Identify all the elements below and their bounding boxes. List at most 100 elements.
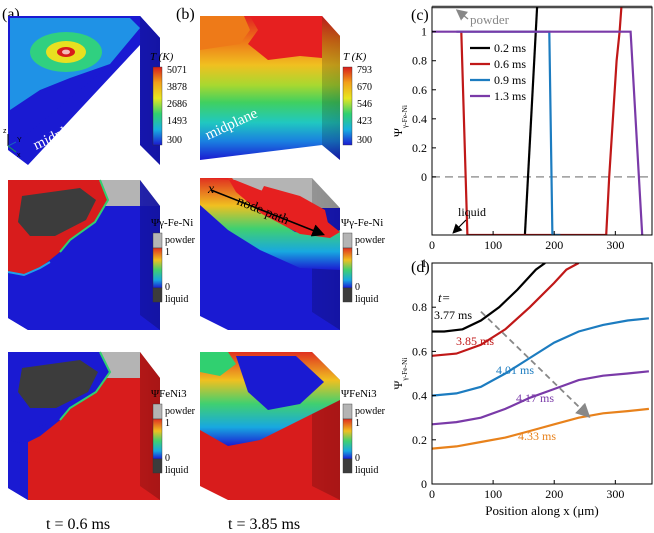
colorbar-phase-b1-zero: 0: [355, 282, 360, 293]
colorbar-phase-b2-powder: powder: [355, 406, 386, 417]
x-axis-label: Position along x (μm): [485, 503, 599, 518]
colorbar-temp-a-title: T (K): [150, 51, 174, 63]
colorbar-phase-b2: ΨFeNi3 powder 1 0 liquid: [341, 388, 386, 476]
colorbar-phase-a2-powder: powder: [165, 406, 196, 417]
series-line-0.2-ms: [523, 7, 539, 235]
block-a-phase-fe-ni: [7, 179, 160, 330]
series-line-4.01-ms: [432, 317, 650, 397]
y-tick-label: 0.8: [412, 54, 427, 68]
time-arrow: [480, 310, 591, 418]
series-line-4.17-ms: [432, 370, 650, 426]
series-label-4.33-ms: 4.33 ms: [518, 429, 556, 443]
colorbar-phase-a1: Ψγ-Fe-Ni powder 1 0 liquid: [151, 217, 196, 305]
powder-label: powder: [470, 12, 510, 27]
triad-y: Y: [17, 137, 22, 144]
colorbar-temp-a-tick-2: 2686: [167, 99, 187, 110]
series-line-3.85-ms: [432, 263, 580, 357]
y-axis-label: Ψγ-Fe-Ni: [391, 358, 409, 390]
colorbar-phase-a1-zero: 0: [165, 282, 170, 293]
colorbar-temp-b-tick-0: 793: [357, 65, 372, 76]
y-tick-label: 0: [421, 170, 427, 184]
legend-label-0.9-ms: 0.9 ms: [494, 73, 526, 87]
colorbar-phase-b1-liquid: liquid: [355, 294, 378, 305]
colorbar-temp-b-tick-2: 546: [357, 99, 372, 110]
panel-label-b: (b): [176, 6, 195, 23]
x-tick-label: 200: [545, 238, 563, 252]
y-tick-label: 1: [421, 25, 427, 39]
node-path-x-marker: x: [207, 182, 215, 197]
colorbar-phase-b1: Ψγ-Fe-Ni powder 1 0 liquid: [341, 217, 386, 305]
colorbar-phase-b2-zero: 0: [355, 453, 360, 464]
y-tick-label: 0.4: [412, 112, 427, 126]
x-tick-label: 100: [484, 487, 502, 501]
liquid-label: liquid: [458, 205, 486, 219]
chart-c: 0 100 200 300 0 0.2 0.4 0.6 0.8 1 Ψγ-Fe-Ni powder li…: [391, 5, 653, 252]
colorbar-temp-a: T (K) 5071 3878 2686 1493 300: [150, 51, 187, 146]
x-tick-label: 0: [429, 238, 435, 252]
time-caption-a: t = 0.6 ms: [46, 516, 110, 533]
colorbar-phase-b1-one: 1: [355, 247, 360, 258]
y-tick-label: 1: [421, 256, 427, 270]
time-caption-b: t = 3.85 ms: [228, 516, 300, 533]
y-axis-label: Ψγ-Fe-Ni: [391, 105, 409, 137]
legend-label-1.3-ms: 1.3 ms: [494, 89, 526, 103]
colorbar-temp-a-tick-3: 1493: [167, 116, 187, 127]
x-tick-label: 100: [484, 238, 502, 252]
block-b-phase-fe-ni: x node path: [200, 178, 340, 330]
colorbar-phase-a2: ΨFeNi3 powder 1 0 liquid: [151, 388, 196, 476]
colorbar-phase-b2-title: ΨFeNi3: [341, 388, 377, 400]
y-tick-label: 0.8: [412, 300, 427, 314]
series-label-3.77-ms: 3.77 ms: [434, 308, 472, 322]
series-label-4.17-ms: 4.17 ms: [516, 391, 554, 405]
colorbar-phase-b1-title: Ψγ-Fe-Ni: [341, 217, 383, 229]
powder-arrow: [455, 9, 469, 21]
block-b-phase-feni3: [200, 352, 340, 500]
colorbar-phase-a1-title: Ψγ-Fe-Ni: [151, 217, 193, 229]
colorbar-phase-a1-liquid: liquid: [165, 294, 188, 305]
panel-label-d: (d): [411, 259, 430, 276]
colorbar-temp-b-tick-1: 670: [357, 82, 372, 93]
colorbar-phase-a2-title: ΨFeNi3: [151, 388, 187, 400]
colorbar-temp-a-tick-4: 300: [167, 135, 182, 146]
colorbar-temp-b-tick-4: 300: [357, 135, 372, 146]
colorbar-temp-a-tick-1: 3878: [167, 82, 187, 93]
colorbar-phase-b2-one: 1: [355, 418, 360, 429]
series-label-3.85-ms: 3.85 ms: [456, 334, 494, 348]
chart-d: 0 100 200 300 0 0.2 0.4 0.6 0.8 1 Ψγ-Fe-Ni Position…: [391, 256, 653, 518]
series-line-1.3-ms: [432, 30, 644, 235]
plot-frame: [431, 6, 653, 236]
y-tick-label: 0.4: [412, 389, 427, 403]
time-annotation: t=: [438, 290, 450, 305]
series-line-0.6-ms: [460, 7, 623, 235]
y-tick-label: 0: [421, 477, 427, 491]
colorbar-temp-b-title: T (K): [343, 51, 367, 63]
block-a-temperature: midplane: [8, 16, 160, 165]
colorbar-temp-a-tick-0: 5071: [167, 65, 187, 76]
y-tick-label: 0.6: [412, 344, 427, 358]
colorbar-phase-a2-one: 1: [165, 418, 170, 429]
plot-frame: [431, 262, 653, 485]
x-tick-label: 0: [429, 487, 435, 501]
colorbar-phase-a2-liquid: liquid: [165, 465, 188, 476]
series-line-4.33-ms: [432, 407, 650, 450]
y-tick-label: 0.2: [412, 141, 427, 155]
colorbar-temp-b-tick-3: 423: [357, 116, 372, 127]
series-line-3.77-ms: [432, 263, 546, 333]
liquid-arrow: [452, 219, 467, 234]
axis-triad: z Y x: [3, 128, 22, 159]
colorbar-phase-a1-one: 1: [165, 247, 170, 258]
x-tick-label: 300: [606, 238, 624, 252]
triad-x: x: [17, 152, 21, 159]
x-tick-label: 300: [606, 487, 624, 501]
legend-label-0.6-ms: 0.6 ms: [494, 57, 526, 71]
y-tick-label: 0.2: [412, 433, 427, 447]
colorbar-phase-a2-zero: 0: [165, 453, 170, 464]
y-tick-label: 0.6: [412, 83, 427, 97]
series-label-4.01-ms: 4.01 ms: [496, 363, 534, 377]
block-a-phase-feni3: [8, 351, 160, 500]
colorbar-phase-a1-powder: powder: [165, 235, 196, 246]
colorbar-temp-b: T (K) 793 670 546 423 300: [342, 51, 372, 146]
legend-label-0.2-ms: 0.2 ms: [494, 41, 526, 55]
triad-z: z: [3, 128, 7, 135]
